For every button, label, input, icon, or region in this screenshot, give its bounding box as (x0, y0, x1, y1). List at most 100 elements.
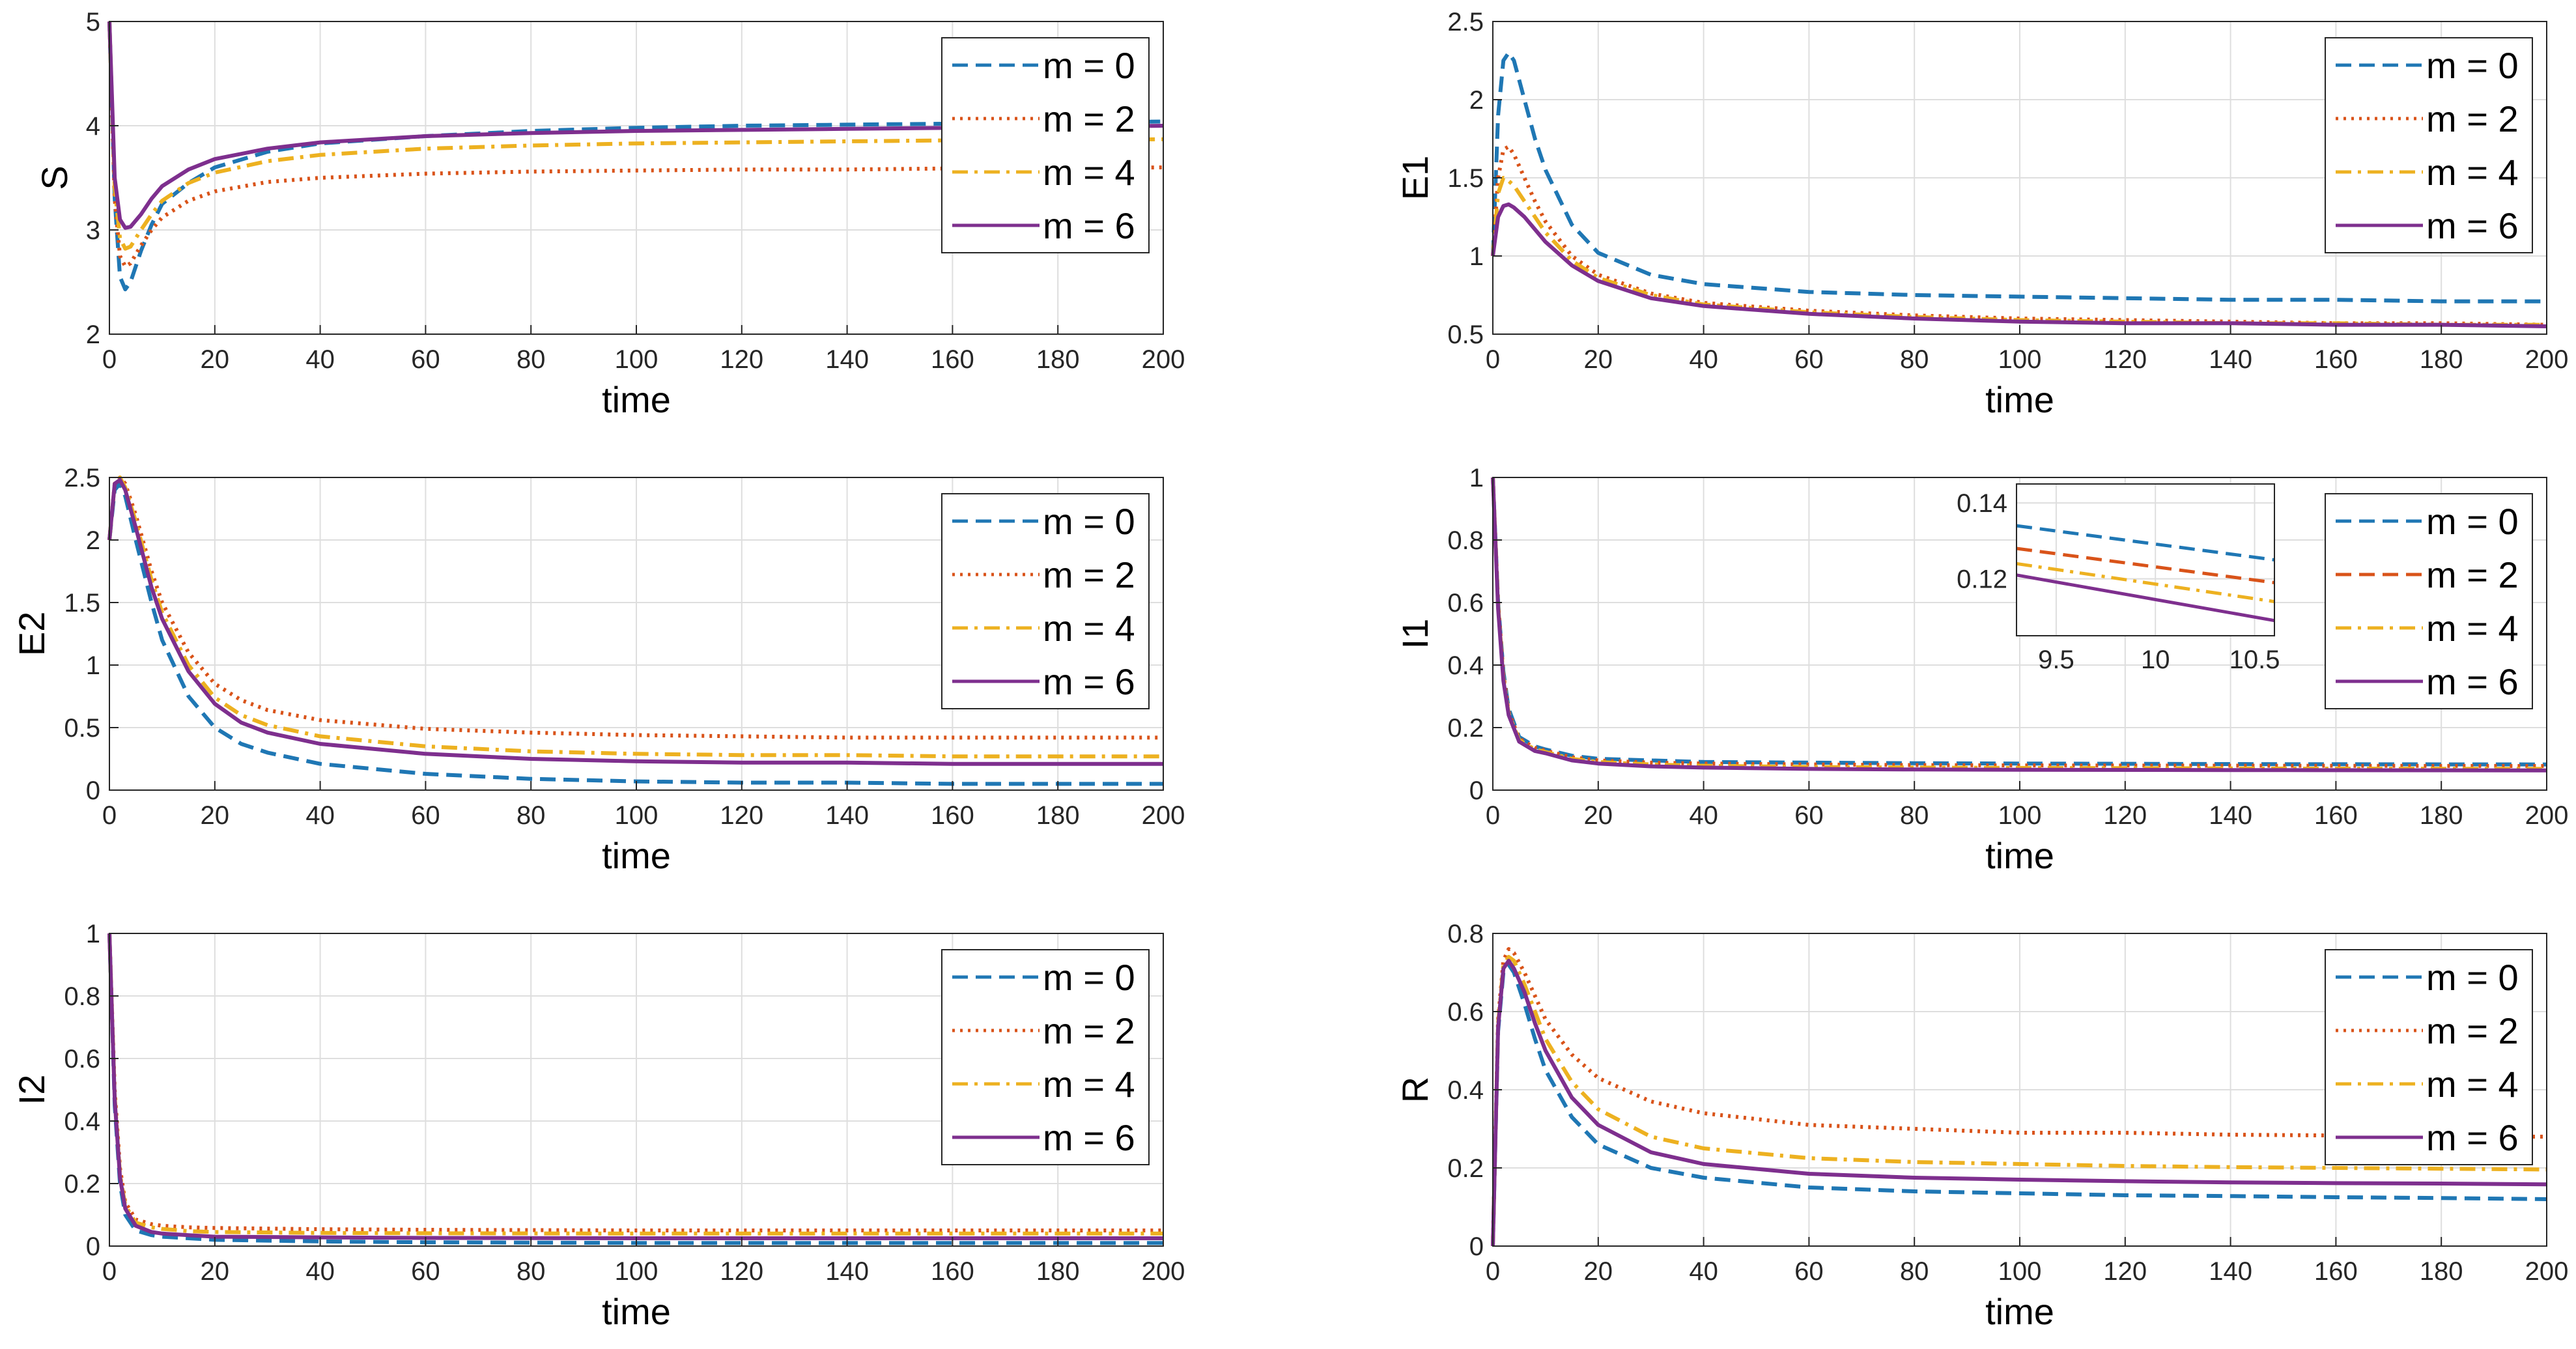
inset-series-m6 (2016, 573, 2275, 623)
inset-x-tick-label: 9.5 (2038, 646, 2074, 674)
legend-label: m = 6 (2426, 1117, 2519, 1158)
x-tick-label: 40 (1689, 1257, 1718, 1286)
y-tick-label: 1 (1469, 242, 1484, 271)
legend-label: m = 6 (2426, 205, 2519, 246)
series-line-m6 (107, 477, 1163, 766)
x-tick-label: 200 (1142, 345, 1185, 374)
x-tick-label: 180 (1036, 345, 1080, 374)
x-tick-label: 100 (1998, 1257, 2042, 1286)
x-tick-label: 140 (825, 345, 869, 374)
x-axis-label: time (602, 835, 671, 876)
x-tick-label: 180 (2420, 1257, 2463, 1286)
series-line-m0 (107, 21, 1164, 292)
x-axis-label: time (602, 379, 671, 420)
x-tick-label: 120 (2103, 1257, 2147, 1286)
subplot-r: 0 20 40 60 80 100 120 140 160 180 200 0 0.2 0.4 0.6 0.8… (1394, 920, 2568, 1332)
x-tick-label: 60 (1794, 1257, 1824, 1286)
x-tick-label: 160 (2314, 1257, 2358, 1286)
legend: m = 0 m = 2 m = 4 m = 6 (2325, 949, 2533, 1165)
y-tick-label: 5 (86, 8, 100, 36)
x-tick-label: 160 (2314, 801, 2358, 830)
x-tick-label: 100 (1998, 345, 2042, 374)
x-axis-label: time (1985, 379, 2054, 420)
x-tick-label: 80 (1900, 345, 1929, 374)
y-tick-label: 0 (86, 1232, 100, 1261)
series-line-m6 (107, 21, 1164, 230)
legend: m = 0 m = 2 m = 4 m = 6 (941, 493, 1150, 709)
x-tick-label: 80 (517, 345, 546, 374)
y-tick-label: 2.5 (64, 464, 100, 492)
subplot-e1: 0 20 40 60 80 100 120 140 160 180 200 0.5 1 1.5 2 2.5 ti… (1394, 8, 2568, 420)
x-tick-label: 0 (1486, 801, 1500, 830)
x-tick-label: 200 (1142, 801, 1185, 830)
x-tick-label: 0 (102, 1257, 117, 1286)
series-line-m0 (107, 481, 1163, 786)
series-line-m6 (1491, 202, 2547, 328)
x-tick-label: 100 (615, 1257, 658, 1286)
legend-label: m = 2 (2426, 1010, 2519, 1051)
legend-label: m = 4 (2426, 608, 2519, 649)
legend: m = 0 m = 2 m = 4 m = 6 (941, 949, 1150, 1165)
x-axis-label: time (1985, 835, 2054, 876)
x-tick-label: 60 (411, 801, 440, 830)
x-tick-label: 200 (2525, 801, 2569, 830)
subplot-i2: 0 20 40 60 80 100 120 140 160 180 200 0 0.2 0.4 0.6 0.8… (11, 920, 1185, 1332)
legend: m = 0 m = 2 m = 4 m = 6 (2325, 493, 2533, 709)
legend-box (2325, 37, 2533, 253)
legend-label: m = 6 (2426, 661, 2519, 702)
y-tick-label: 2.5 (1447, 8, 1484, 36)
x-tick-label: 120 (2103, 801, 2147, 830)
x-tick-label: 120 (720, 801, 763, 830)
legend-label: m = 0 (1043, 957, 1135, 998)
series-line-m2 (1491, 947, 2547, 1247)
x-tick-label: 60 (1794, 801, 1824, 830)
legend-label: m = 4 (2426, 152, 2519, 193)
y-tick-label: 0 (86, 776, 100, 805)
y-tick-label: 0.5 (64, 714, 100, 743)
x-tick-label: 120 (720, 1257, 763, 1286)
legend-box (2325, 493, 2533, 709)
y-tick-label: 1 (1469, 464, 1484, 492)
inset-series-m0 (2016, 524, 2275, 561)
inset-x-tick-label: 10 (2141, 646, 2170, 674)
x-tick-label: 180 (1036, 801, 1080, 830)
x-tick-label: 200 (2525, 1257, 2569, 1286)
x-tick-label: 200 (1142, 1257, 1185, 1286)
y-tick-label: 1 (86, 920, 100, 948)
legend-label: m = 4 (1043, 608, 1135, 649)
x-tick-label: 60 (411, 345, 440, 374)
y-tick-label: 0.4 (1447, 651, 1484, 680)
y-tick-label: 1 (86, 651, 100, 680)
x-tick-label: 20 (1584, 1257, 1613, 1286)
inset-area (2017, 484, 2274, 636)
y-tick-label: 2 (86, 526, 100, 555)
legend-label: m = 6 (1043, 205, 1135, 246)
series-line-m4 (1491, 955, 2547, 1247)
legend-label: m = 4 (1043, 152, 1135, 193)
y-axis-label: I1 (1394, 619, 1436, 649)
y-axis-label: E2 (11, 612, 52, 657)
x-axis-label: time (602, 1291, 671, 1332)
inset-y-tick-label: 0.14 (1957, 489, 2007, 518)
y-tick-label: 0.8 (1447, 526, 1484, 555)
legend-label: m = 2 (2426, 98, 2519, 139)
x-tick-label: 80 (517, 1257, 546, 1286)
y-tick-label: 0.2 (1447, 714, 1484, 743)
y-tick-label: 0.5 (1447, 320, 1484, 349)
inset-series-m2 (2016, 547, 2275, 584)
x-tick-label: 100 (615, 801, 658, 830)
x-tick-label: 120 (720, 345, 763, 374)
series-line-m4 (107, 21, 1164, 251)
x-axis-label: time (1985, 1291, 2054, 1332)
x-tick-label: 20 (201, 1257, 230, 1286)
x-tick-label: 140 (825, 1257, 869, 1286)
x-tick-label: 20 (201, 801, 230, 830)
y-axis-label: E1 (1394, 156, 1436, 201)
y-tick-label: 0.8 (1447, 920, 1484, 948)
series-line-m0 (1491, 963, 2547, 1247)
x-tick-label: 180 (2420, 801, 2463, 830)
series-line-m6 (107, 933, 1163, 1240)
x-tick-label: 180 (1036, 1257, 1080, 1286)
x-tick-label: 60 (1794, 345, 1824, 374)
